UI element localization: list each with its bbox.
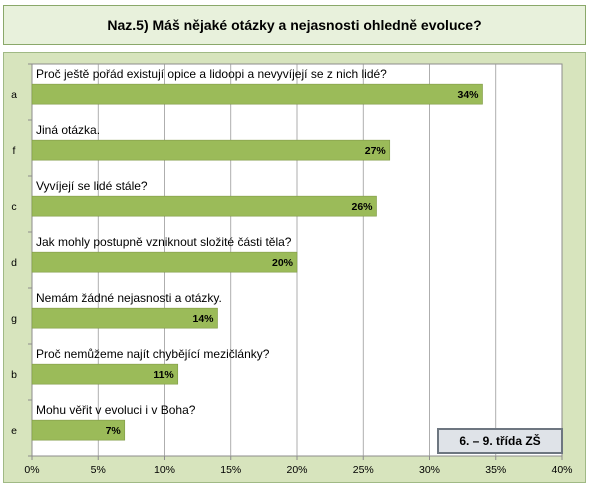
question-label: Jak mohly postupně vzniknout složité čás…	[36, 235, 292, 249]
question-label: Mohu věřit v evoluci i v Boha?	[36, 403, 196, 417]
bar	[31, 139, 391, 161]
bar	[31, 251, 298, 273]
value-label: 14%	[192, 313, 214, 325]
x-tick-label: 35%	[485, 464, 506, 476]
value-label: 34%	[457, 89, 479, 101]
question-label: Proč nemůžeme najít chybějící mezičlánky…	[36, 347, 270, 361]
bar	[31, 363, 179, 385]
category-label: g	[11, 313, 17, 325]
x-tick-label: 10%	[154, 464, 175, 476]
bar	[31, 307, 218, 329]
x-tick-label: 15%	[220, 464, 241, 476]
grade-badge: 6. – 9. třída ZŠ	[437, 428, 563, 454]
question-label: Nemám žádné nejasnosti a otázky.	[36, 291, 222, 305]
value-label: 11%	[153, 369, 174, 381]
value-label: 27%	[365, 145, 387, 157]
value-label: 7%	[106, 425, 122, 437]
x-tick-label: 0%	[24, 464, 39, 476]
question-label: Proč ještě pořád existují opice a lidoop…	[36, 67, 387, 81]
category-label: c	[11, 201, 16, 213]
x-tick-label: 25%	[353, 464, 374, 476]
bar	[31, 419, 126, 441]
category-label: f	[13, 145, 16, 157]
x-tick-label: 20%	[286, 464, 307, 476]
category-label: a	[11, 89, 17, 101]
x-tick-label: 30%	[419, 464, 440, 476]
category-label: d	[11, 257, 17, 269]
chart-title: Naz.5) Máš nějaké otázky a nejasnosti oh…	[3, 5, 586, 45]
category-label: b	[11, 369, 17, 381]
question-label: Vyvíjejí se lidé stále?	[36, 179, 148, 193]
x-tick-label: 40%	[551, 464, 572, 476]
value-label: 20%	[272, 257, 294, 269]
question-label: Jiná otázka.	[36, 123, 100, 137]
category-label: e	[11, 425, 17, 437]
bar	[31, 195, 377, 217]
bar	[31, 83, 483, 105]
x-tick-label: 5%	[91, 464, 106, 476]
value-label: 26%	[351, 201, 373, 213]
